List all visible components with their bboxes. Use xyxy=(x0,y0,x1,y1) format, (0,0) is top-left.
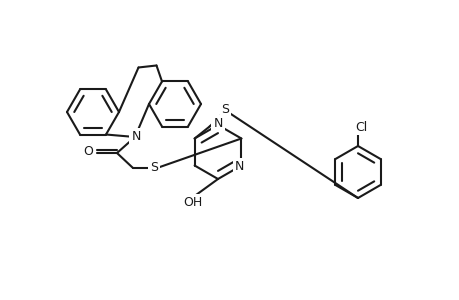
Text: N: N xyxy=(131,130,140,142)
Text: S: S xyxy=(150,160,157,173)
Text: S: S xyxy=(221,103,229,116)
Text: O: O xyxy=(83,145,93,158)
Text: Cl: Cl xyxy=(354,121,366,134)
Text: N: N xyxy=(213,116,222,130)
Text: N: N xyxy=(234,160,244,173)
Text: OH: OH xyxy=(183,196,202,208)
